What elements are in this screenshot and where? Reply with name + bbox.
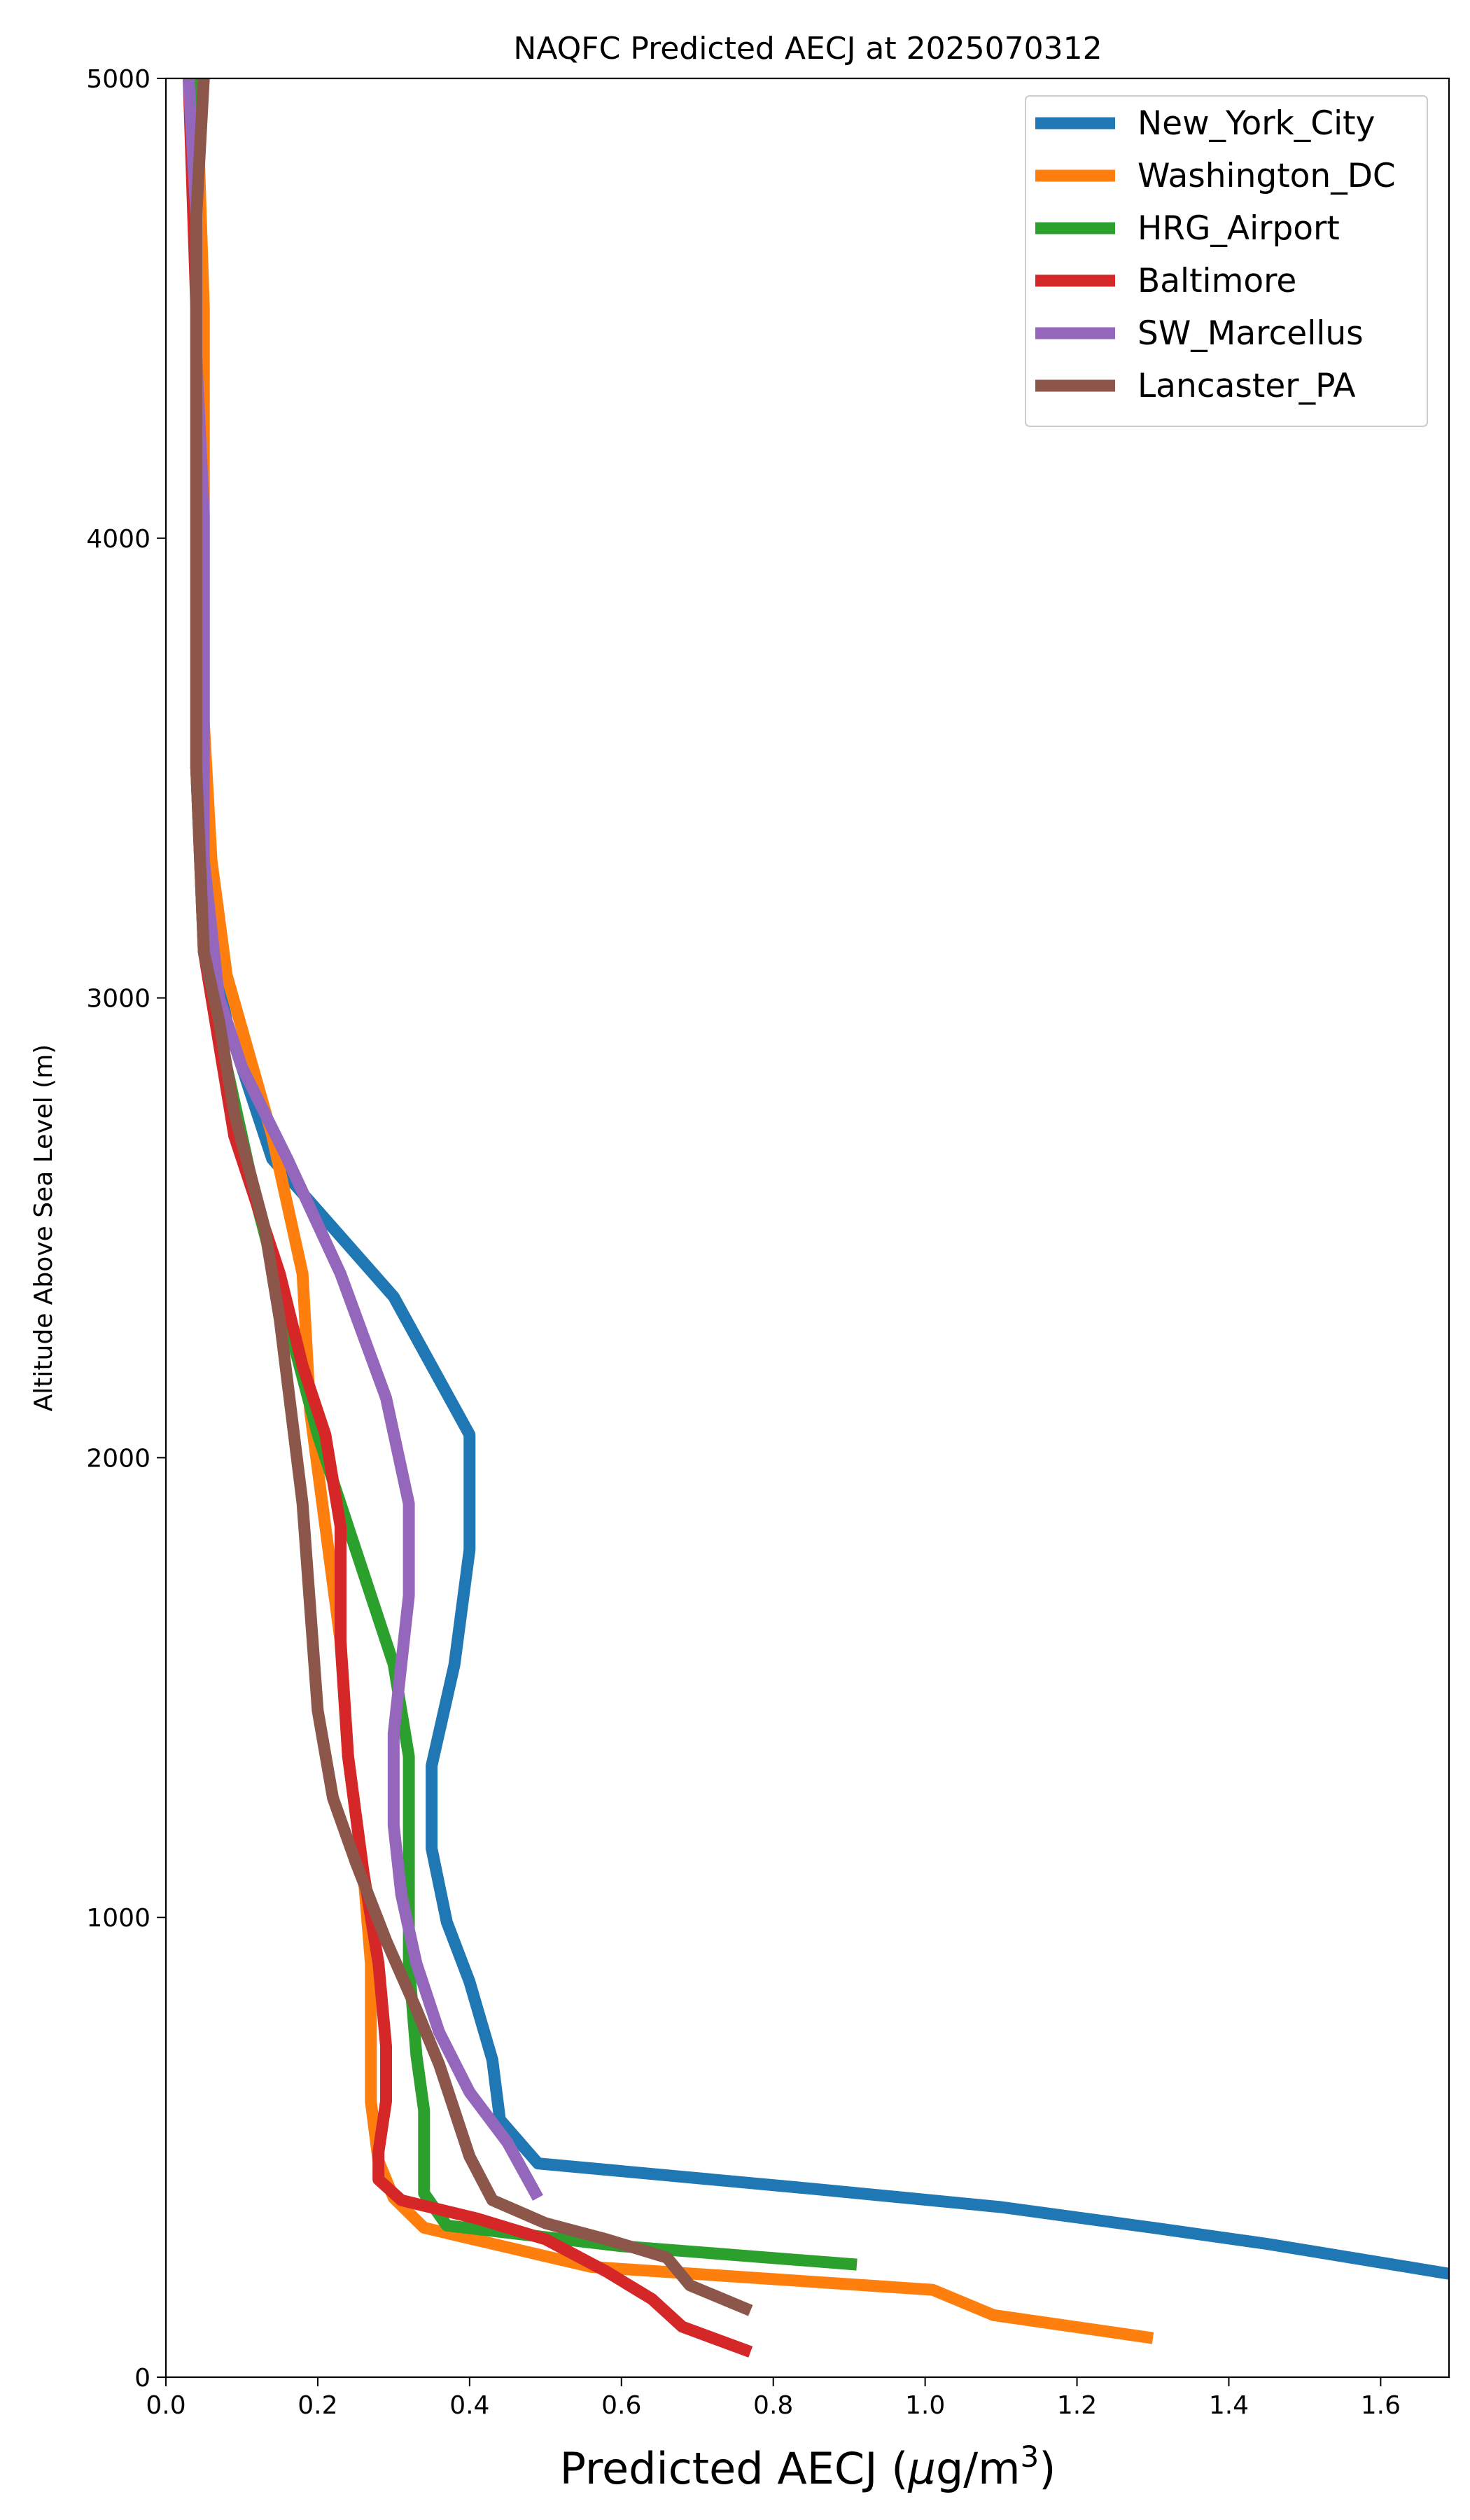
x-tick-label: 1.4 (1209, 2391, 1249, 2420)
x-tick-label: 0.6 (601, 2391, 641, 2420)
series-line-sw-marcellus (183, 78, 543, 2201)
legend-label: SW_Marcellus (1138, 314, 1364, 353)
x-axis-label-mu: μ (907, 2443, 935, 2494)
x-axis-label-close: ) (1039, 2443, 1056, 2494)
x-tick-label: 1.2 (1057, 2391, 1097, 2420)
y-tick-label: 4000 (86, 525, 150, 554)
x-tick-label: 0.0 (146, 2391, 186, 2420)
x-axis-ticks: 0.0 0.2 0.4 0.6 0.8 1.0 1.2 1.4 1.6 (146, 2377, 1401, 2420)
legend: New_York_City Washington_DC HRG_Airport Bal… (1025, 95, 1428, 427)
y-tick-label: 3000 (86, 985, 150, 1014)
x-axis-label-unit: g/m (936, 2443, 1021, 2494)
x-tick-label: 0.4 (449, 2391, 489, 2420)
legend-label: Baltimore (1138, 262, 1296, 300)
y-tick-label: 5000 (86, 65, 150, 94)
plot-frame (164, 77, 1450, 2379)
y-tick-label: 0 (134, 2364, 150, 2393)
x-tick-label: 0.2 (298, 2391, 337, 2420)
plot-area (183, 78, 1449, 2358)
y-tick-label: 2000 (86, 1444, 150, 1473)
x-axis-label-superscript: 3 (1020, 2440, 1039, 2474)
x-tick-label: 0.8 (753, 2391, 793, 2420)
y-axis-ticks: 0 1000 2000 3000 4000 5000 (86, 65, 166, 2393)
x-tick-label: 1.6 (1361, 2391, 1401, 2420)
chart-title: NAQFC Predicted AECJ at 2025070312 (513, 31, 1102, 66)
legend-label: Washington_DC (1138, 157, 1396, 195)
series-line-lancaster-pa (190, 78, 753, 2316)
legend-label: HRG_Airport (1138, 209, 1340, 248)
y-tick-label: 1000 (86, 1904, 150, 1933)
x-axis-label: Predicted AECJ (μg/m3) (560, 2440, 1056, 2494)
x-tick-label: 1.0 (905, 2391, 945, 2420)
legend-label: Lancaster_PA (1138, 367, 1356, 405)
series-group (183, 78, 1449, 2358)
legend-label: New_York_City (1138, 104, 1375, 143)
x-axis-label-text: Predicted AECJ ( (560, 2443, 909, 2494)
legend-frame (1025, 95, 1428, 427)
y-axis-label: Altitude Above Sea Level (m) (29, 1044, 58, 1412)
